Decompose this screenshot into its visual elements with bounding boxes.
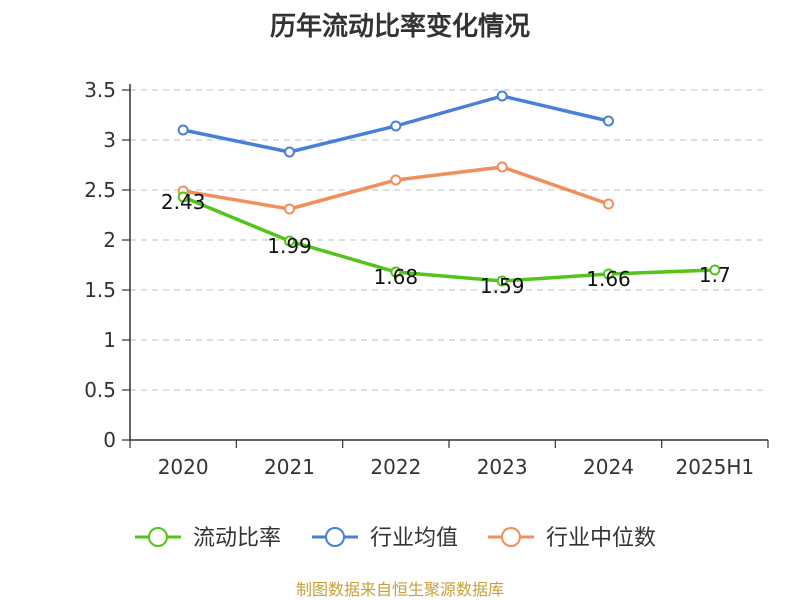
data-point [284,235,295,247]
data-point [603,268,614,280]
data-label: 1.59 [480,274,525,298]
x-tick-label: 2021 [264,455,315,479]
y-tick-label: 0 [103,428,116,452]
chart-title: 历年流动比率变化情况 [269,12,530,42]
data-point [284,203,295,215]
data-label: 1.99 [267,234,312,258]
y-tick-label: 2 [103,228,116,252]
y-tick-label: 3 [103,128,116,152]
data-point [603,198,614,210]
legend-marker [325,527,345,547]
x-tick-label: 2022 [370,455,421,479]
data-point [496,161,508,173]
data-label: 1.68 [374,265,419,289]
x-tick-label: 2024 [583,455,634,479]
data-point [603,115,614,127]
data-label: 1.7 [699,263,731,287]
y-tick-label: 0.5 [84,378,116,402]
y-tick-label: 1.5 [84,278,116,302]
data-point [496,90,508,102]
legend-marker [501,527,521,547]
y-tick-label: 2.5 [84,178,116,202]
legend-label: 行业均值 [370,526,458,551]
x-tick-label: 2020 [158,455,209,479]
data-point [709,264,721,276]
data-point [390,266,402,278]
data-label: 2.43 [161,190,206,214]
data-label: 1.66 [586,267,631,291]
y-tick-label: 1 [103,328,116,352]
x-tick-label: 2025H1 [675,455,754,479]
series-line-0 [182,195,715,283]
x-tick-label: 2023 [477,455,528,479]
series-line-2 [182,165,610,211]
legend-label: 流动比率 [193,526,281,551]
y-tick-label: 3.5 [84,78,116,102]
data-point [390,120,402,132]
data-point [496,275,508,287]
legend-label: 行业中位数 [546,526,656,551]
data-point [284,146,295,158]
legend-marker [148,527,168,547]
source-note: 制图数据来自恒生聚源数据库 [295,580,504,599]
data-point [390,174,402,186]
data-point [177,124,189,136]
data-point [177,191,189,203]
